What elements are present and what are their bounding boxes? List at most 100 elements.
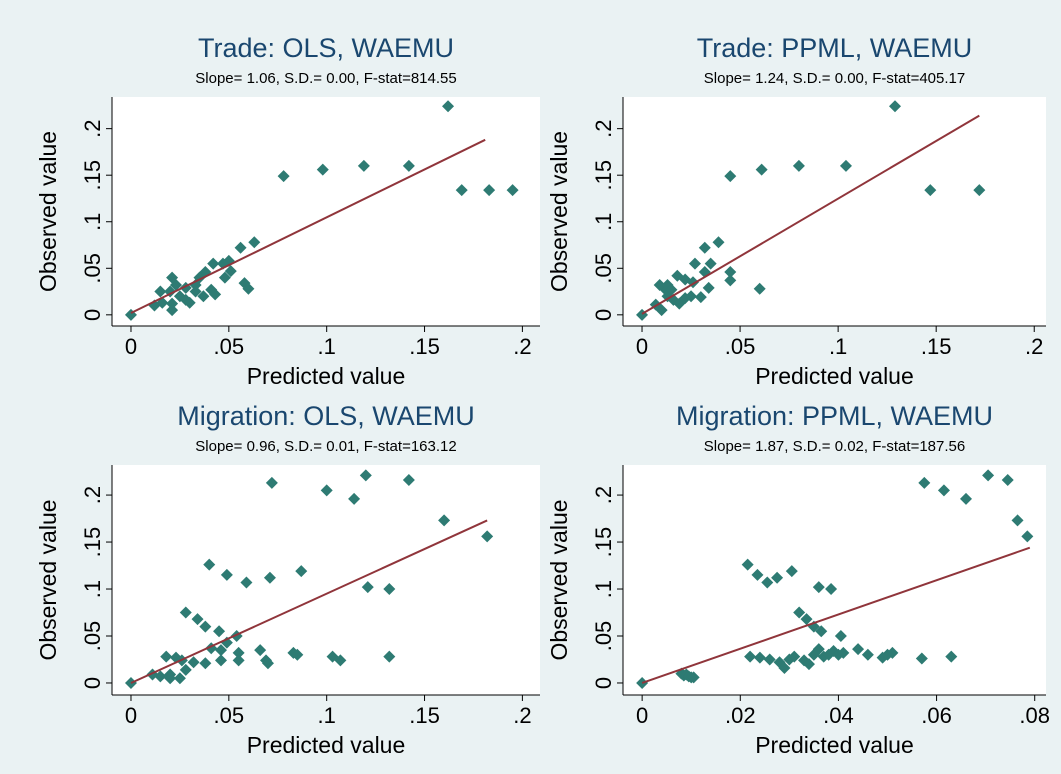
point xyxy=(265,476,278,489)
x-tick-label: 0 xyxy=(125,703,137,728)
x-tick-label: .08 xyxy=(1019,703,1050,728)
point xyxy=(199,620,212,633)
point xyxy=(837,646,850,659)
x-tick-label: .15 xyxy=(409,703,440,728)
panel-title: Migration: OLS, WAEMU xyxy=(177,401,475,431)
point xyxy=(383,650,396,663)
y-tick-label: .05 xyxy=(80,621,105,652)
y-tick-label: .2 xyxy=(591,119,616,137)
y-tick-label: 0 xyxy=(80,309,105,321)
point xyxy=(688,257,701,270)
panel-subtitle: Slope= 1.06, S.D.= 0.00, F-stat=814.55 xyxy=(195,70,456,87)
point xyxy=(724,266,737,279)
x-tick-label: .15 xyxy=(409,334,440,359)
point xyxy=(232,654,245,667)
point xyxy=(800,613,813,626)
point xyxy=(209,288,222,301)
panel-subtitle: Slope= 0.96, S.D.= 0.01, F-stat=163.12 xyxy=(195,438,456,455)
point xyxy=(937,484,950,497)
point xyxy=(753,282,766,295)
point xyxy=(861,648,874,661)
point xyxy=(655,304,668,317)
y-axis-label: Observed value xyxy=(35,499,61,660)
point xyxy=(698,241,711,254)
x-tick-label: .2 xyxy=(1025,334,1043,359)
point xyxy=(291,648,304,661)
point xyxy=(173,290,186,303)
point xyxy=(687,671,700,684)
point xyxy=(704,257,717,270)
x-tick-label: .02 xyxy=(725,703,756,728)
x-tick-label: .2 xyxy=(513,334,531,359)
point xyxy=(761,576,774,589)
point xyxy=(240,576,253,589)
point xyxy=(679,292,692,305)
panel-subtitle: Slope= 1.24, S.D.= 0.00, F-stat=405.17 xyxy=(704,70,965,87)
x-tick-label: 0 xyxy=(125,334,137,359)
y-tick-label: .1 xyxy=(80,213,105,231)
point xyxy=(973,184,986,197)
point xyxy=(741,558,754,571)
point xyxy=(316,163,329,176)
point xyxy=(224,265,237,278)
plot-area xyxy=(623,465,1046,695)
y-tick-label: .2 xyxy=(80,119,105,137)
point xyxy=(261,657,274,670)
x-tick-label: .1 xyxy=(318,703,336,728)
point xyxy=(191,613,204,626)
y-tick-label: .05 xyxy=(591,253,616,284)
panel: Trade: OLS, WAEMU Slope= 1.06, S.D.= 0.00… xyxy=(35,33,540,389)
point xyxy=(173,672,186,685)
point xyxy=(183,296,196,309)
point xyxy=(361,581,374,594)
point xyxy=(187,656,200,669)
point xyxy=(812,581,825,594)
x-axis-label: Predicted value xyxy=(755,363,914,389)
y-tick-label: .15 xyxy=(591,160,616,191)
point xyxy=(189,285,202,298)
point xyxy=(438,514,451,527)
point xyxy=(232,646,245,659)
point xyxy=(166,297,179,310)
panel: Migration: OLS, WAEMU Slope= 0.96, S.D.= … xyxy=(35,401,540,758)
panel-title: Trade: PPML, WAEMU xyxy=(697,33,973,63)
point xyxy=(918,476,931,489)
point xyxy=(815,625,828,638)
fit-line xyxy=(130,138,486,314)
y-tick-label: .1 xyxy=(591,213,616,231)
point xyxy=(203,558,216,571)
y-tick-label: .2 xyxy=(80,486,105,504)
point xyxy=(483,184,496,197)
y-tick-label: .1 xyxy=(591,580,616,598)
point xyxy=(166,271,179,284)
x-axis-label: Predicted value xyxy=(247,363,406,389)
point xyxy=(334,654,347,667)
x-tick-label: .04 xyxy=(823,703,854,728)
y-tick-label: .2 xyxy=(591,486,616,504)
point xyxy=(442,100,455,113)
plot-area xyxy=(623,97,1046,326)
y-tick-label: .15 xyxy=(80,160,105,191)
x-tick-label: .15 xyxy=(921,334,952,359)
point xyxy=(753,651,766,664)
y-tick-label: .05 xyxy=(591,621,616,652)
point xyxy=(724,274,737,287)
point xyxy=(712,236,725,249)
x-axis-label: Predicted value xyxy=(755,732,914,758)
point xyxy=(215,644,228,657)
point xyxy=(793,606,806,619)
point xyxy=(348,492,361,505)
point xyxy=(802,658,815,671)
y-axis-label: Observed value xyxy=(35,131,61,292)
point xyxy=(295,565,308,578)
point xyxy=(763,653,776,666)
point xyxy=(320,484,333,497)
y-tick-label: .15 xyxy=(591,527,616,558)
point xyxy=(960,492,973,505)
x-tick-label: .06 xyxy=(921,703,952,728)
panel-title: Migration: PPML, WAEMU xyxy=(676,401,993,431)
point xyxy=(915,652,928,665)
point xyxy=(755,163,768,176)
point xyxy=(744,650,757,663)
